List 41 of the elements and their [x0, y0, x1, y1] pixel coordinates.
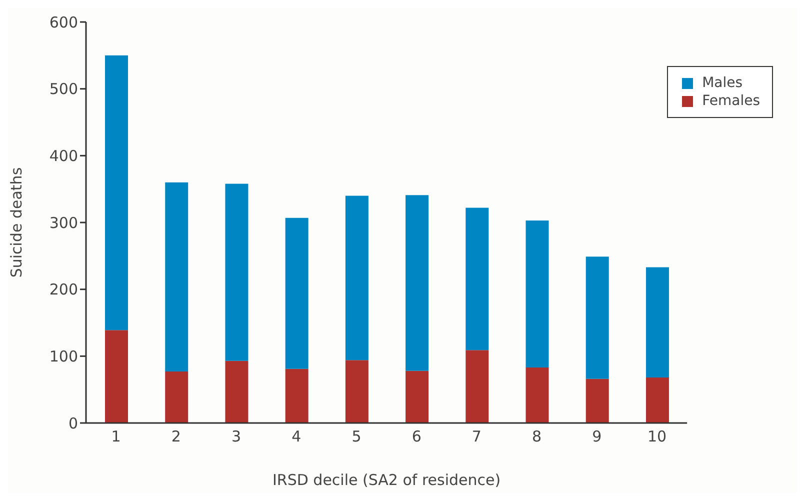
bar — [406, 370, 429, 423]
bar — [345, 196, 368, 360]
y-tick-label: 300 — [49, 214, 78, 232]
x-tick-label: 5 — [352, 428, 362, 446]
bar — [646, 378, 669, 423]
x-tick-label: 6 — [412, 428, 422, 446]
y-tick-label: 100 — [49, 347, 78, 366]
x-axis-title: IRSD decile (SA2 of residence) — [272, 471, 501, 489]
x-tick-label: 8 — [532, 428, 542, 446]
y-tick-label: 500 — [49, 80, 78, 98]
y-tick-label: 600 — [49, 13, 78, 32]
bar — [646, 267, 669, 378]
x-tick-label: 9 — [592, 428, 602, 446]
bar — [225, 184, 248, 361]
bar — [105, 330, 128, 423]
bar — [105, 55, 128, 330]
y-tick-label: 0 — [68, 414, 78, 432]
bar — [285, 218, 308, 369]
bar — [345, 360, 368, 423]
x-tick-label: 4 — [292, 428, 302, 446]
x-tick-label: 7 — [472, 428, 482, 446]
x-tick-label: 2 — [171, 428, 181, 446]
bar — [526, 368, 549, 423]
x-tick-label: 10 — [647, 428, 667, 446]
bar — [466, 208, 489, 350]
bar — [526, 220, 549, 368]
bar — [165, 372, 188, 423]
bar — [586, 256, 609, 379]
y-tick-label: 200 — [49, 280, 78, 299]
y-tick-label: 400 — [49, 146, 78, 165]
bar — [165, 182, 188, 372]
bar — [285, 368, 308, 423]
bar — [466, 350, 489, 423]
y-axis-title: Suicide deaths — [7, 167, 26, 278]
legend-label: Males — [702, 75, 743, 91]
bar — [406, 195, 429, 371]
x-tick-label: 3 — [231, 428, 242, 446]
x-tick-label: 1 — [111, 428, 121, 446]
legend-label: Females — [702, 93, 760, 109]
bar — [225, 360, 248, 423]
bar — [586, 378, 609, 423]
